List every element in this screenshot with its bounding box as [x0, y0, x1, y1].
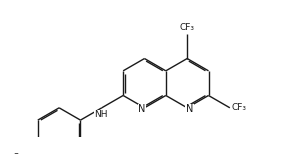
- Text: NH: NH: [94, 110, 108, 119]
- Text: N: N: [186, 104, 193, 114]
- Text: O: O: [13, 153, 20, 154]
- Text: CF₃: CF₃: [232, 103, 247, 112]
- Text: N: N: [138, 104, 146, 114]
- Text: CF₃: CF₃: [180, 23, 195, 32]
